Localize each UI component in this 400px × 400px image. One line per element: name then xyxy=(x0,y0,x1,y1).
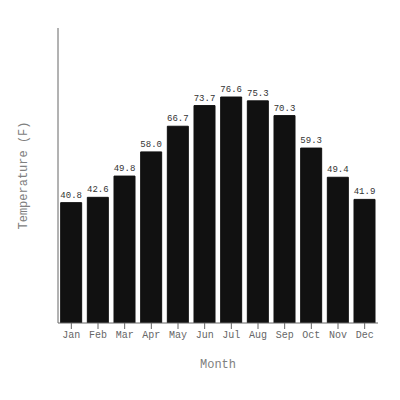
svg-text:Jan: Jan xyxy=(62,330,80,341)
svg-text:49.8: 49.8 xyxy=(114,164,136,174)
svg-text:49.4: 49.4 xyxy=(327,165,349,175)
svg-text:40.8: 40.8 xyxy=(60,191,82,201)
svg-text:Oct: Oct xyxy=(302,330,320,341)
svg-text:Sep: Sep xyxy=(276,330,294,341)
svg-text:66.7: 66.7 xyxy=(167,114,189,124)
svg-text:Dec: Dec xyxy=(356,330,374,341)
svg-text:76.6: 76.6 xyxy=(220,85,242,95)
svg-text:41.9: 41.9 xyxy=(354,187,376,197)
svg-text:75.3: 75.3 xyxy=(247,89,269,99)
svg-text:Aug: Aug xyxy=(249,330,267,341)
svg-text:Apr: Apr xyxy=(142,330,160,341)
svg-text:42.6: 42.6 xyxy=(87,185,109,195)
svg-text:58.0: 58.0 xyxy=(140,140,162,150)
svg-text:Temperature (F): Temperature (F) xyxy=(17,121,31,229)
svg-text:Mar: Mar xyxy=(116,330,134,341)
svg-text:70.3: 70.3 xyxy=(274,104,296,114)
svg-text:May: May xyxy=(169,330,187,341)
svg-text:Jun: Jun xyxy=(196,330,214,341)
svg-text:Month: Month xyxy=(200,358,236,372)
svg-text:73.7: 73.7 xyxy=(194,94,216,104)
svg-text:Jul: Jul xyxy=(222,330,240,341)
svg-text:59.3: 59.3 xyxy=(300,136,322,146)
svg-text:Feb: Feb xyxy=(89,330,107,341)
svg-text:Nov: Nov xyxy=(329,330,347,341)
